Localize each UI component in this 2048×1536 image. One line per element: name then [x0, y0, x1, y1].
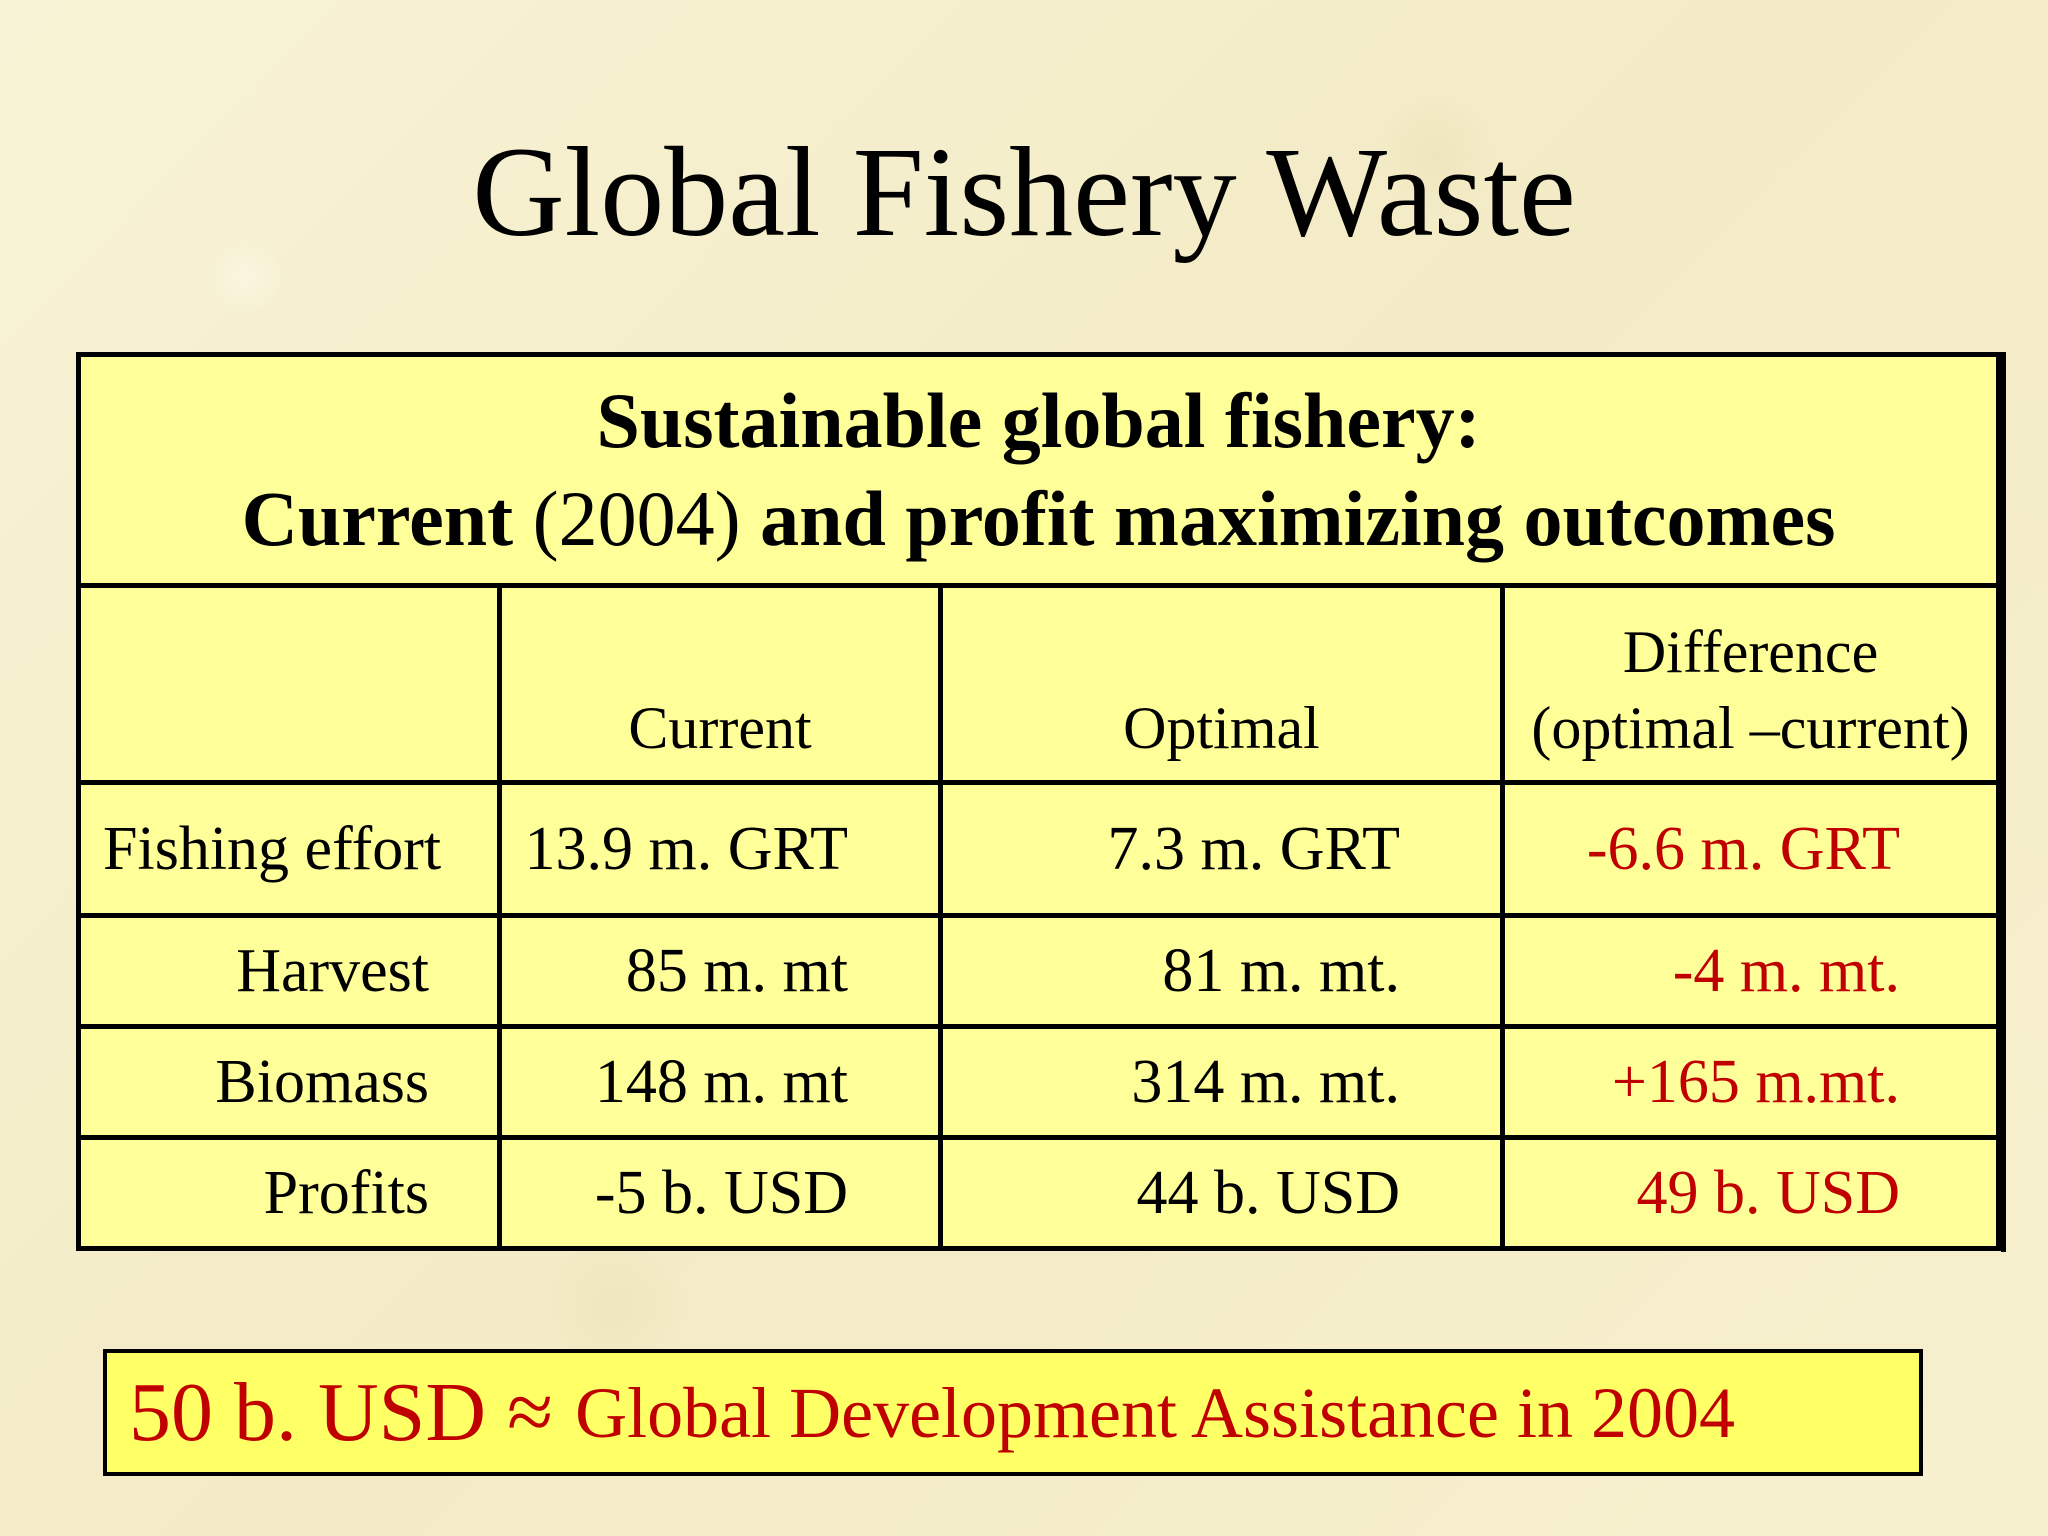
column-header-empty [76, 583, 502, 785]
fishery-outcomes-table: Sustainable global fishery: Current (200… [75, 352, 2002, 1251]
table-row: Fishing effort 13.9 m. GRT 7.3 m. GRT -6… [76, 780, 2002, 918]
difference-value: +165 m.mt. [1499, 1024, 2002, 1140]
fishery-table-container: Sustainable global fishery: Current (200… [75, 352, 2006, 1252]
current-value: 13.9 m. GRT [497, 780, 943, 918]
table-heading-main: Sustainable global fishery: [596, 377, 1481, 464]
column-header-difference-line-2: (optimal –current) [1531, 695, 1970, 761]
row-label: Fishing effort [76, 780, 502, 918]
row-label: Profits [76, 1135, 502, 1251]
current-value: 148 m. mt [497, 1024, 943, 1140]
column-header-optimal: Optimal [938, 583, 1505, 785]
table-heading-line-1: Sustainable global fishery: [81, 372, 1996, 470]
table-heading-row: Sustainable global fishery: Current (200… [75, 352, 2002, 588]
callout-text: Global Development Assistance in 2004 [575, 1372, 1735, 1453]
difference-value: -4 m. mt. [1499, 913, 2002, 1029]
table-row: Profits -5 b. USD 44 b. USD 49 b. USD [76, 1135, 2002, 1251]
table-heading: Sustainable global fishery: Current (200… [75, 352, 2002, 588]
slide-title: Global Fishery Waste [472, 121, 1576, 263]
table-heading-current: Current [241, 475, 514, 562]
table-row: Harvest 85 m. mt 81 m. mt. -4 m. mt. [76, 913, 2002, 1029]
current-value: 85 m. mt [497, 913, 943, 1029]
row-label: Harvest [76, 913, 502, 1029]
table-heading-line-2: Current (2004) and profit maximizing out… [81, 470, 1996, 568]
difference-value: -6.6 m. GRT [1499, 780, 2002, 918]
row-label: Biomass [76, 1024, 502, 1140]
table-heading-outcomes: and profit maximizing outcomes [760, 475, 1836, 562]
table-heading-year: (2004) [532, 475, 741, 562]
current-value: -5 b. USD [497, 1135, 943, 1251]
column-header-difference-line-1: Difference [1622, 619, 1879, 685]
table-row: Biomass 148 m. mt 314 m. mt. +165 m.mt. [76, 1024, 2002, 1140]
optimal-value: 7.3 m. GRT [938, 780, 1505, 918]
callout-amount: 50 b. USD ≈ [129, 1365, 554, 1459]
optimal-value: 44 b. USD [938, 1135, 1505, 1251]
optimal-value: 81 m. mt. [938, 913, 1505, 1029]
development-assistance-callout: 50 b. USD ≈ Global Development Assistanc… [103, 1349, 1923, 1476]
optimal-value: 314 m. mt. [938, 1024, 1505, 1140]
difference-value: 49 b. USD [1499, 1135, 2002, 1251]
column-header-current: Current [497, 583, 943, 785]
column-header-row: Current Optimal Difference (optimal –cur… [76, 583, 2002, 785]
column-header-difference: Difference (optimal –current) [1499, 583, 2002, 785]
